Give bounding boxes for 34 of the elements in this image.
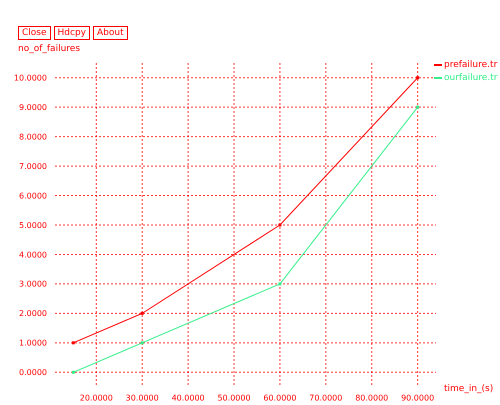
point xyxy=(416,76,420,80)
legend-label: prefailure.tr xyxy=(444,60,498,70)
text: Close xyxy=(18,26,51,40)
x-tick-label: 70.0000 xyxy=(309,394,342,403)
point xyxy=(72,370,75,374)
y-tick-label: 3.0000 xyxy=(19,280,47,289)
text: Hdcpy xyxy=(54,26,90,40)
x-tick-label: 30.0000 xyxy=(126,394,159,403)
text: About xyxy=(93,26,128,40)
x-axis-title: time_in_(s) xyxy=(444,384,494,394)
y-tick-label: 8.0000 xyxy=(19,132,47,142)
y-tick-label: 4.0000 xyxy=(19,250,47,260)
point xyxy=(278,282,282,286)
x-tick-label: 40.0000 xyxy=(172,394,205,403)
y-tick-label: 0.0000 xyxy=(19,368,47,378)
legend-label: ourfailure.tr xyxy=(444,73,498,83)
point xyxy=(278,224,282,226)
point xyxy=(72,341,75,344)
point xyxy=(140,341,144,344)
y-tick-label: 10.0000 xyxy=(14,74,47,83)
y-tick-label: 2.0000 xyxy=(19,309,47,318)
y-tick-label: 1.0000 xyxy=(19,338,47,348)
y-tick-label: 6.0000 xyxy=(19,191,47,200)
y-tick-label: 5.0000 xyxy=(19,220,47,230)
x-tick-label: 80.0000 xyxy=(355,394,388,403)
y-tick-label: 9.0000 xyxy=(19,103,47,112)
y-axis-title: no_of_failures xyxy=(18,44,80,54)
x-tick-label: 50.0000 xyxy=(217,394,251,403)
x-tick-label: 20.0000 xyxy=(80,394,113,403)
point xyxy=(416,106,420,109)
y-tick-label: 7.0000 xyxy=(19,162,47,171)
x-tick-label: 60.0000 xyxy=(263,394,296,403)
point xyxy=(140,312,144,315)
x-tick-label: 90.0000 xyxy=(401,394,434,403)
